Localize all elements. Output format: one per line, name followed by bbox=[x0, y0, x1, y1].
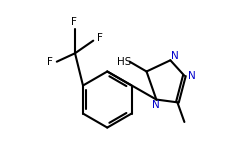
Text: HS: HS bbox=[116, 57, 131, 67]
Text: F: F bbox=[70, 17, 76, 27]
Text: N: N bbox=[170, 51, 178, 61]
Text: N: N bbox=[187, 71, 194, 81]
Text: F: F bbox=[47, 57, 52, 67]
Text: F: F bbox=[97, 33, 103, 43]
Text: N: N bbox=[152, 100, 160, 110]
